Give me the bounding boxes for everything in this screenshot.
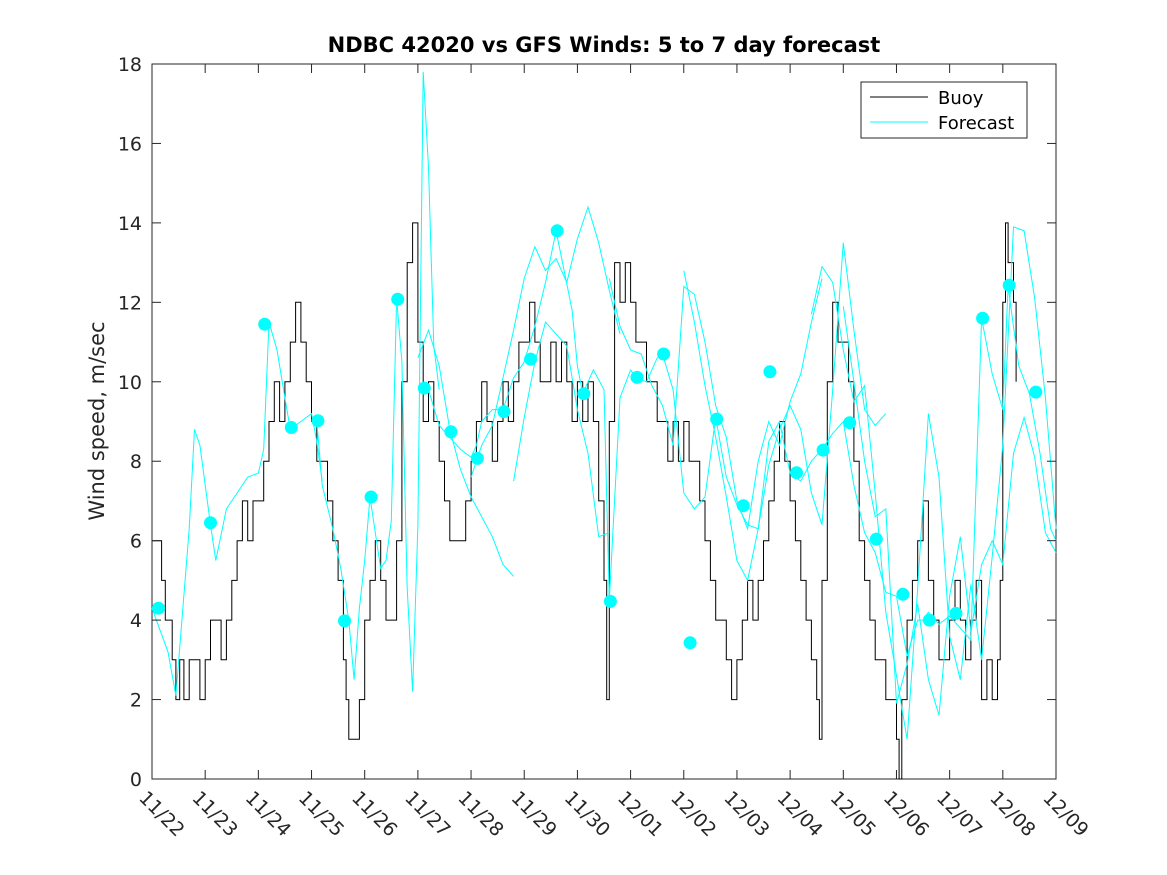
y-axis-label: Wind speed, m/sec	[85, 321, 109, 520]
forecast-line-17	[513, 321, 610, 538]
chart-title: NDBC 42020 vs GFS Winds: 5 to 7 day fore…	[328, 33, 881, 57]
forecast-marker-9	[444, 425, 458, 439]
forecast-marker-23	[816, 443, 830, 457]
forecast-marker-31	[1029, 385, 1043, 399]
forecast-marker-0	[151, 601, 165, 615]
forecast-marker-17	[657, 347, 671, 361]
forecast-marker-25	[869, 532, 883, 546]
forecast-marker-26	[896, 587, 910, 601]
forecast-markers	[151, 224, 1043, 650]
forecast-line-12	[789, 420, 897, 597]
y-tick-label: 2	[130, 690, 142, 712]
forecast-marker-1	[204, 516, 217, 530]
y-tick-label: 0	[130, 769, 142, 791]
forecast-marker-15	[603, 594, 617, 608]
plot-area	[151, 63, 1057, 780]
forecast-marker-10	[470, 451, 484, 465]
forecast-marker-21	[763, 365, 777, 379]
forecast-marker-2	[258, 317, 272, 331]
forecast-marker-29	[976, 311, 990, 325]
y-tick-label: 6	[130, 531, 142, 553]
forecast-line-16	[470, 205, 621, 478]
forecast-line-20	[810, 226, 1057, 740]
forecast-marker-11	[497, 405, 511, 419]
forecast-marker-14	[577, 387, 591, 401]
forecast-marker-24	[843, 416, 857, 430]
y-tick-label: 4	[130, 610, 142, 632]
forecast-line-7	[502, 230, 557, 410]
y-tick-label: 8	[130, 451, 142, 473]
forecast-line-14	[981, 286, 1057, 541]
forecast-marker-18	[683, 636, 697, 650]
forecast-line-11	[715, 417, 791, 530]
forecast-line-4	[369, 298, 398, 570]
forecast-marker-13	[550, 224, 564, 238]
forecast-line-0	[151, 429, 211, 696]
forecast-marker-28	[949, 606, 963, 620]
forecast-marker-19	[710, 412, 724, 426]
legend: Buoy Forecast	[860, 81, 1028, 139]
forecast-line-18	[608, 278, 823, 531]
y-axis-ticks: 0 2 4 6 8 10 12 14 16 18	[118, 54, 1056, 791]
legend-forecast-label: Forecast	[938, 113, 1014, 134]
forecast-line-15	[417, 328, 514, 577]
forecast-marker-3	[284, 421, 298, 434]
forecast-marker-5	[338, 614, 351, 628]
buoy-line	[152, 222, 1017, 780]
forecast-line-10	[662, 353, 717, 510]
forecast-line-21	[842, 306, 1057, 716]
forecast-marker-8	[417, 381, 431, 395]
buoy-series	[152, 222, 1017, 780]
legend-buoy-label: Buoy	[938, 88, 984, 109]
forecast-marker-16	[630, 370, 644, 384]
forecast-marker-7	[391, 292, 405, 306]
y-tick-label: 14	[118, 213, 142, 235]
y-tick-label: 12	[118, 292, 142, 314]
y-tick-label: 18	[118, 54, 142, 76]
y-tick-label: 16	[118, 133, 142, 155]
forecast-marker-20	[736, 499, 750, 513]
forecast-marker-12	[524, 352, 538, 366]
forecast-marker-4	[311, 414, 325, 428]
axes-box	[151, 63, 1057, 780]
forecast-line-5	[396, 71, 440, 692]
y-tick-label: 10	[118, 372, 142, 394]
forecast-marker-22	[790, 466, 803, 480]
forecast-line-1	[210, 322, 270, 561]
forecast-line-19	[683, 242, 887, 582]
legend-box	[860, 81, 1028, 139]
forecast-marker-27	[922, 613, 936, 627]
forecast-marker-30	[1002, 278, 1016, 292]
forecast-marker-6	[364, 490, 378, 504]
